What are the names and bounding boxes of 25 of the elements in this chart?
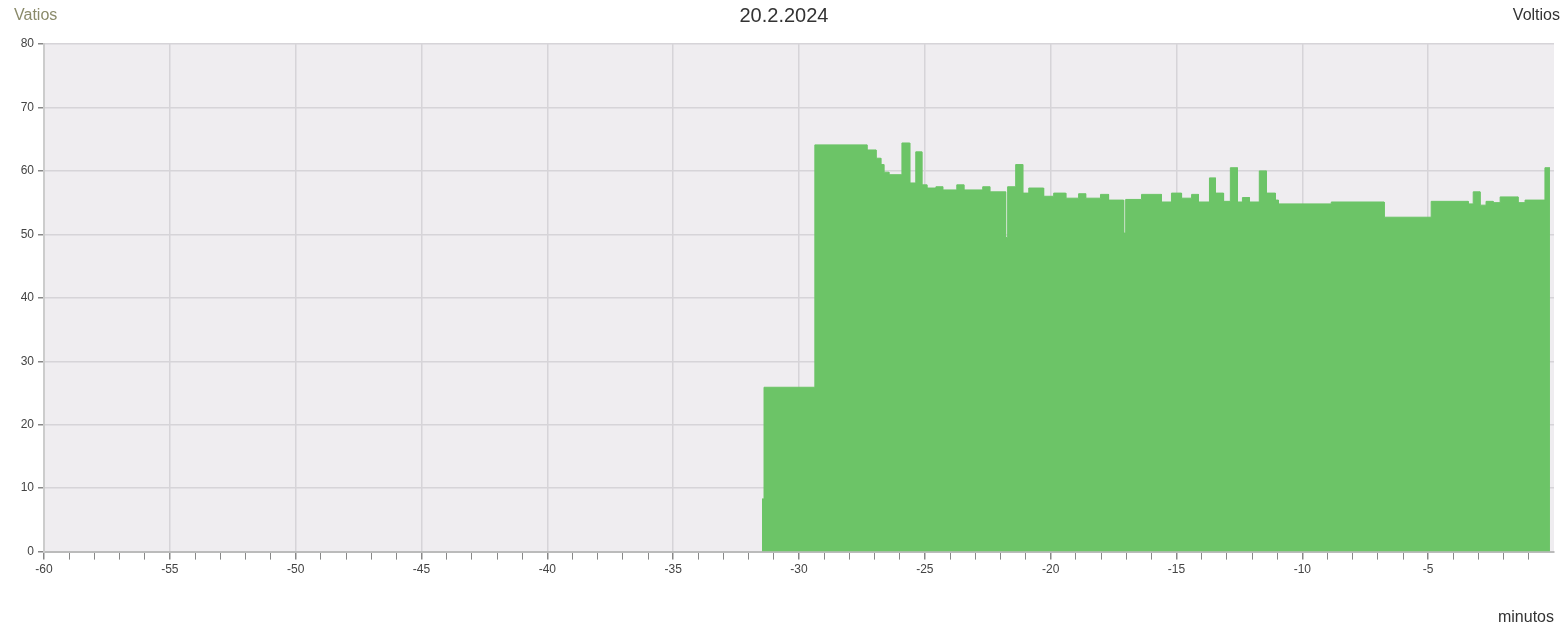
y-tick-label: 20 <box>20 417 35 432</box>
x-tick-label: -40 <box>538 562 557 577</box>
x-tick-label: -50 <box>286 562 305 577</box>
x-tick-label: -60 <box>35 562 53 577</box>
y-tick-label: 50 <box>20 226 35 241</box>
x-tick-label: -30 <box>790 562 808 577</box>
y-tick-label: 10 <box>20 480 35 495</box>
y-tick-label: 80 <box>20 36 35 51</box>
y2-axis-title: Voltios <box>1512 6 1560 24</box>
y-tick-label: 40 <box>20 290 35 305</box>
y-tick-label: 0 <box>27 543 35 558</box>
x-tick-label: -10 <box>1293 562 1312 577</box>
x-tick-label: -45 <box>412 562 431 577</box>
chart-title: 20.2.2024 <box>739 4 829 26</box>
x-tick-label: -5 <box>1422 562 1434 577</box>
x-tick-label: -15 <box>1167 562 1186 577</box>
y-tick-label: 70 <box>20 99 35 114</box>
x-tick-label: -35 <box>664 562 683 577</box>
x-tick-label: -55 <box>161 562 179 577</box>
y-tick-label: 30 <box>20 353 35 368</box>
x-tick-label: -25 <box>916 562 934 577</box>
y-tick-label: 60 <box>20 163 35 178</box>
y-axis-title: Vatios <box>14 6 58 24</box>
x-axis-title: minutos <box>1497 608 1554 626</box>
x-tick-label: -20 <box>1041 562 1060 577</box>
